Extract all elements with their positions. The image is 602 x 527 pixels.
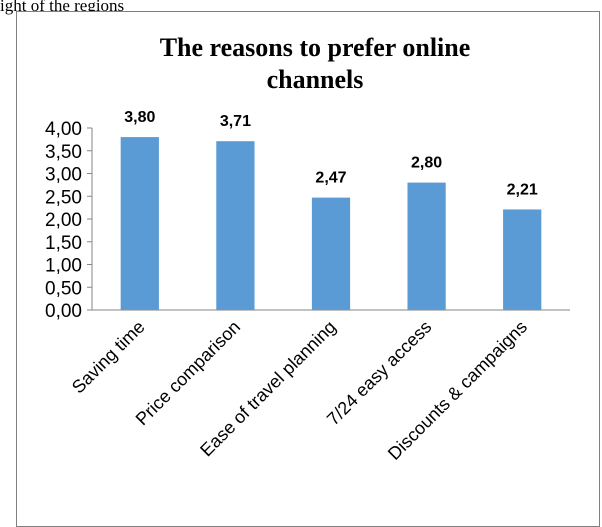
- bars: [120, 137, 542, 310]
- data-label: 2,47: [315, 170, 346, 187]
- y-tick-label: 2,00: [45, 210, 82, 231]
- data-label: 3,71: [220, 113, 251, 130]
- y-tick-label: 2,50: [45, 187, 82, 208]
- chart-title-line-2: channels: [267, 65, 364, 94]
- data-labels: 3,80 3,71 2,47 2,80 2,21: [124, 109, 538, 198]
- y-tick-label: 4,00: [45, 119, 82, 140]
- y-axis-ticks: 0,000,501,001,502,002,503,003,504,00: [45, 119, 92, 322]
- bar: [503, 209, 542, 310]
- category-label: Saving time: [68, 317, 149, 398]
- bar: [407, 182, 446, 310]
- y-tick-label: 3,50: [45, 142, 82, 163]
- category-label: Price comparison: [132, 317, 244, 429]
- bar: [311, 197, 351, 310]
- bar: [216, 141, 255, 310]
- chart-title-line-1: The reasons to prefer online: [160, 33, 471, 62]
- y-tick-label: 3,00: [45, 165, 82, 186]
- data-label: 2,21: [507, 181, 538, 198]
- y-tick-label: 1,50: [45, 233, 82, 254]
- y-tick-label: 1,00: [45, 256, 82, 277]
- bar: [120, 137, 159, 310]
- data-label: 3,80: [124, 109, 155, 126]
- y-tick-label: 0,50: [45, 278, 82, 299]
- chart-frame: [16, 11, 600, 527]
- data-label: 2,80: [411, 155, 442, 172]
- category-label: 7/24 easy access: [323, 317, 435, 429]
- y-tick-label: 0,00: [45, 301, 82, 322]
